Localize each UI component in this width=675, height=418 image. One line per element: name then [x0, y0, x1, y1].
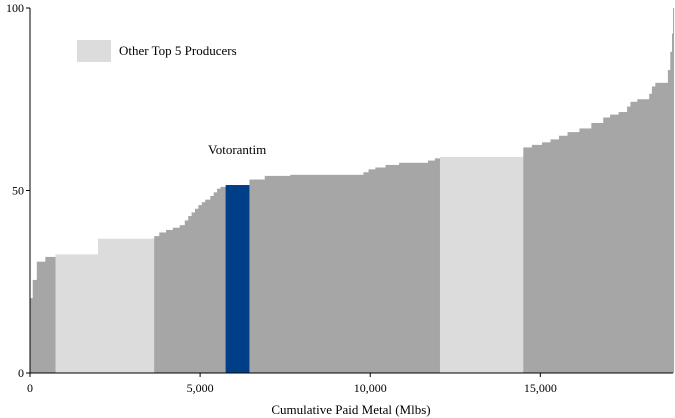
bar-other-3-13	[213, 192, 218, 373]
bar-other-7-13	[637, 99, 650, 373]
bar-other-5-9	[434, 158, 441, 373]
bar-other-3-1	[159, 232, 167, 373]
bar-other-3-15	[220, 186, 227, 373]
bar-other-7-14	[649, 93, 653, 374]
bar-other-7-2	[542, 142, 551, 373]
legend-swatch-top5	[77, 40, 111, 62]
legend-label-top5: Other Top 5 Producers	[119, 43, 237, 58]
bar-other-7-5	[567, 132, 580, 373]
bars-group	[30, 8, 675, 374]
bar-other-5-0	[249, 179, 266, 373]
y-tick-label: 50	[12, 184, 24, 198]
bar-top5-2-0	[98, 238, 155, 373]
bar-other-7-0	[523, 147, 533, 373]
bar-other-5-4	[368, 169, 376, 373]
bar-other-7-9	[610, 114, 619, 373]
bar-other-3-10	[201, 202, 206, 373]
bar-other-3-9	[198, 205, 203, 373]
bar-other-5-6	[385, 164, 400, 373]
bar-other-3-3	[172, 227, 181, 373]
bar-other-7-15	[651, 86, 656, 373]
y-tick-label: 100	[6, 1, 24, 15]
bar-other-3-4	[179, 225, 186, 373]
bar-other-0-0	[30, 298, 34, 373]
bar-other-5-3	[363, 172, 369, 373]
bar-other-3-7	[191, 212, 196, 373]
bar-other-7-1	[531, 144, 543, 373]
bar-other-0-3	[45, 256, 56, 373]
x-axis-label: Cumulative Paid Metal (Mlbs)	[271, 402, 430, 417]
bar-other-3-2	[166, 229, 174, 373]
bar-other-7-3	[550, 139, 560, 373]
bar-other-7-6	[579, 128, 592, 373]
bar-other-7-17	[667, 70, 671, 374]
bar-other-7-12	[630, 101, 638, 374]
bar-other-3-5	[184, 220, 189, 373]
bar-other-7-18	[670, 51, 673, 374]
bar-top5-6-0	[439, 156, 524, 373]
bar-other-7-10	[618, 112, 628, 374]
bar-other-0-1	[32, 279, 38, 373]
bar-other-7-7	[591, 122, 604, 373]
bar-other-5-8	[428, 160, 436, 373]
x-ticks: 0 5,000 10,000 15,000	[27, 373, 557, 395]
x-tick-label: 0	[27, 381, 33, 395]
bar-other-5-7	[399, 162, 429, 373]
x-tick-label: 15,000	[524, 381, 557, 395]
bar-other-7-19	[671, 33, 674, 374]
bar-top5-1-0	[55, 254, 99, 373]
bar-other-3-8	[195, 208, 199, 373]
bar-other-7-4	[559, 135, 568, 373]
bar-other-3-11	[205, 199, 211, 373]
bar-other-7-20	[673, 8, 675, 373]
y-tick-label: 0	[18, 366, 24, 380]
bar-other-5-2	[290, 174, 364, 373]
y-ticks: 0 50 100	[6, 1, 30, 380]
bar-other-5-5	[375, 167, 386, 373]
bar-other-3-0	[154, 236, 160, 373]
annotation-votorantim: Votorantim	[208, 142, 266, 157]
bar-votorantim	[225, 185, 250, 373]
bar-other-5-1	[264, 175, 291, 373]
x-tick-label: 5,000	[187, 381, 214, 395]
bar-other-3-6	[188, 216, 193, 373]
bar-other-7-8	[603, 117, 611, 373]
bar-other-3-12	[210, 195, 215, 373]
bar-other-3-14	[217, 188, 221, 373]
bar-other-7-16	[655, 82, 669, 373]
bar-other-7-11	[627, 106, 631, 374]
bar-other-0-2	[36, 261, 46, 373]
x-tick-label: 10,000	[354, 381, 387, 395]
